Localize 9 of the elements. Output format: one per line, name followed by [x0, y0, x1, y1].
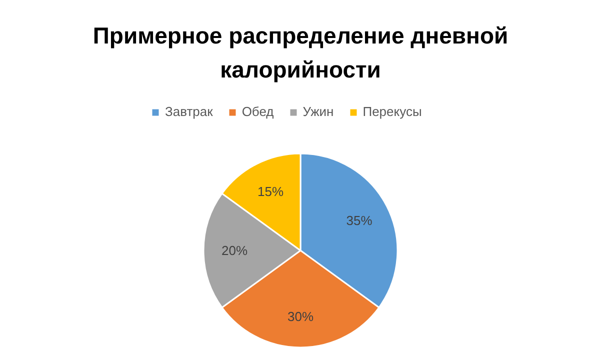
legend-label: Ужин: [302, 104, 334, 119]
chart-title: Примерное распределение дневной калорийности: [92, 22, 508, 82]
data-label: 30%: [287, 308, 314, 324]
legend-label: Перекусы: [362, 104, 422, 119]
data-label: 20%: [222, 243, 248, 258]
legend-label: Обед: [242, 104, 274, 119]
data-label: 15%: [258, 184, 284, 200]
legend-label: Завтрак: [165, 104, 213, 119]
data-label: 35%: [346, 213, 373, 228]
